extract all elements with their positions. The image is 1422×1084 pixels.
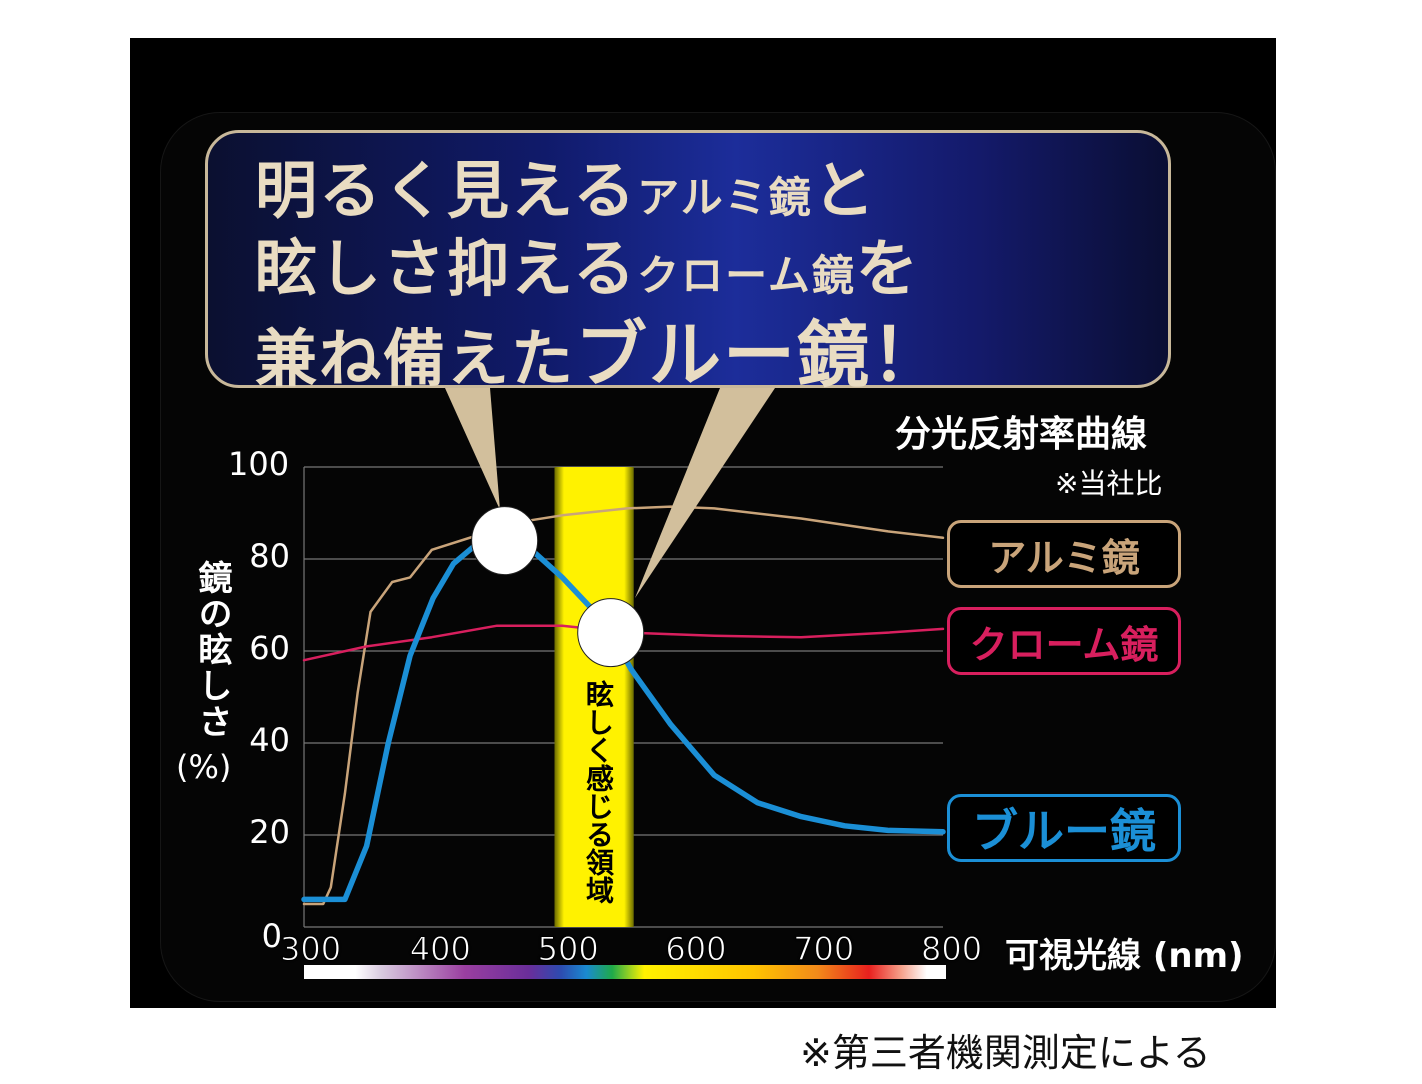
headline-text: 眩しさ抑える: [255, 232, 638, 305]
headline-text: アルミ鏡: [637, 173, 813, 222]
headline-text: 兼ね備えた: [255, 322, 576, 395]
marker-circle: [471, 506, 539, 576]
headline-text: と: [812, 154, 877, 227]
headline-line-3: 兼ね備えたブルー鏡！: [255, 296, 945, 401]
legend-chrome: クローム鏡: [947, 607, 1181, 675]
x-tick-label: 700: [793, 930, 855, 969]
y-tick-label: 80: [249, 537, 290, 575]
spectrum-bar: [304, 965, 946, 979]
y-tick-label: 20: [249, 813, 290, 851]
x-tick-label: 600: [665, 930, 727, 969]
y-tick-label: 40: [249, 721, 290, 759]
headline-line-1: 明るく見えるアルミ鏡と: [255, 140, 877, 230]
callout-pointer-right: [635, 388, 775, 598]
x-tick-label: 500: [537, 930, 599, 969]
x-tick-label: 300: [279, 930, 342, 969]
headline-text: ブルー鏡！: [575, 313, 946, 397]
headline-callout: [205, 130, 1171, 388]
chart-title: 分光反射率曲線: [895, 414, 1148, 455]
y-tick-label: 0: [261, 917, 282, 955]
callout-pointer-left: [445, 388, 500, 510]
headline-text: クローム鏡: [637, 251, 856, 300]
x-axis-label: 可視光線 (nm): [1005, 936, 1244, 976]
x-tick-label: 400: [409, 930, 471, 969]
y-axis-unit: (%): [176, 748, 232, 786]
headline-text: を: [855, 232, 920, 305]
legend-alumi: アルミ鏡: [947, 520, 1181, 588]
chart-subtitle: ※当社比: [1055, 467, 1163, 500]
y-tick-label: 100: [228, 445, 290, 483]
highlight-band: [554, 467, 634, 927]
band-label: 眩しく感じる領域: [582, 680, 615, 904]
legend-blue: ブルー鏡: [947, 794, 1181, 862]
headline-text: 明るく見える: [255, 154, 638, 227]
series-line-0: [302, 505, 945, 906]
headline-line-2: 眩しさ抑えるクローム鏡を: [255, 218, 920, 308]
marker-circle: [577, 598, 645, 668]
x-tick-label: 800: [920, 930, 983, 969]
footnote: ※第三者機関測定による: [800, 1031, 1211, 1075]
y-tick-label: 60: [249, 629, 290, 667]
y-axis-label: 鏡の眩しさ: [192, 560, 232, 740]
